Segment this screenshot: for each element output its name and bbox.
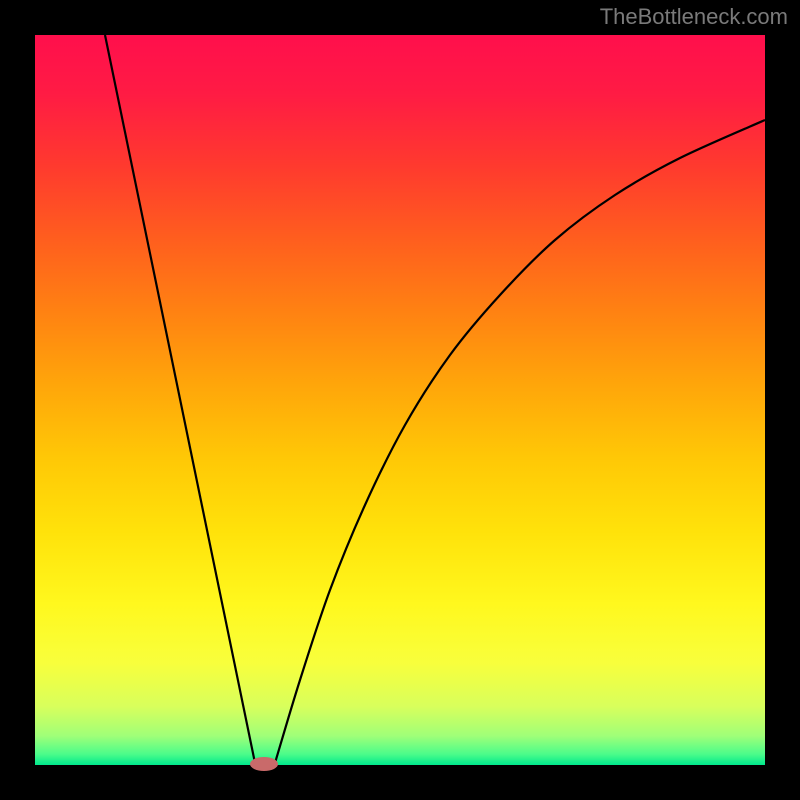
watermark-text: TheBottleneck.com — [600, 4, 788, 30]
optimum-marker — [250, 757, 278, 771]
bottleneck-chart — [0, 0, 800, 800]
plot-background — [35, 35, 765, 765]
chart-container: TheBottleneck.com — [0, 0, 800, 800]
